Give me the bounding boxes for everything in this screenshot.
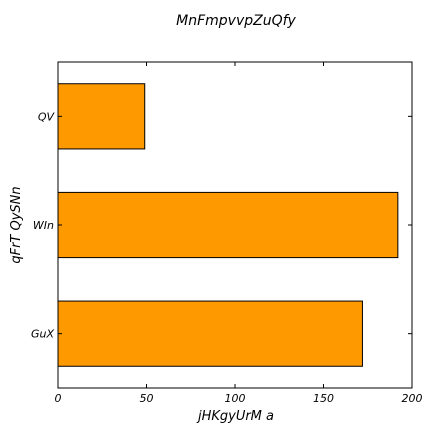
x-axis-label: jHKgyUrM a (196, 409, 274, 424)
y-tick-label: GuX (31, 328, 54, 341)
y-tick-label: WIn (33, 219, 54, 232)
y-axis-label: qFrT QySNn (9, 186, 24, 263)
chart-title: MnFmpvvpZuQfy (176, 13, 296, 29)
plot-area (57, 83, 399, 367)
x-axis: 0 50 100 150 200 (55, 62, 423, 405)
x-tick-label: 200 (402, 392, 423, 405)
y-axis: QV WIn GuX (31, 110, 412, 341)
y-tick-label: QV (38, 110, 56, 123)
bar-win (57, 191, 399, 259)
x-tick-label: 150 (313, 392, 334, 405)
x-tick-label: 0 (55, 392, 62, 405)
bar-gux (57, 300, 363, 367)
x-tick-label: 50 (140, 392, 154, 405)
x-tick-label: 100 (225, 392, 246, 405)
bar-qv (57, 83, 146, 150)
